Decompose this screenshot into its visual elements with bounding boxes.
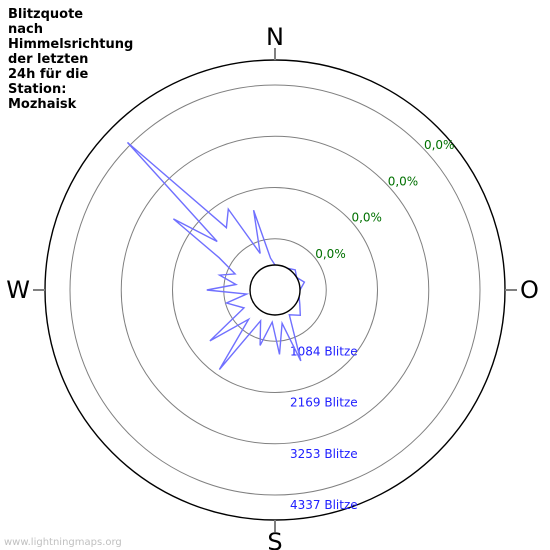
hub-circle — [250, 265, 300, 315]
ring-label-pct: 0,0% — [315, 247, 346, 261]
ring-label-pct: 0,0% — [388, 174, 419, 188]
ring-label-pct: 0,0% — [424, 138, 455, 152]
polar-rose-chart: Blitzquote nach Himmelsrichtung der letz… — [0, 0, 550, 550]
cardinal-label: N — [266, 23, 284, 51]
cardinal-label: S — [267, 528, 282, 550]
cardinal-label: W — [6, 276, 30, 304]
rose-polygon — [128, 143, 305, 370]
cardinal-label: O — [520, 276, 539, 304]
ring-label-strikes: 2169 Blitze — [290, 396, 358, 410]
footer-credit: www.lightningmaps.org — [4, 537, 122, 548]
ring-label-strikes: 4337 Blitze — [290, 498, 358, 512]
chart-title: Blitzquote nach Himmelsrichtung der letz… — [8, 8, 133, 113]
ring-label-strikes: 3253 Blitze — [290, 447, 358, 461]
ring-label-pct: 0,0% — [351, 211, 382, 225]
